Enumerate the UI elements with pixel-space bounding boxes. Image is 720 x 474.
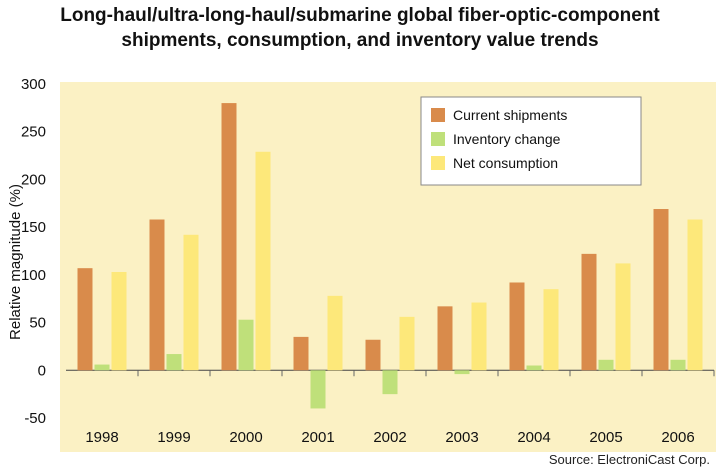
bar-current-shipments-2006 [653, 209, 669, 371]
bar-net-consumption-2004 [543, 289, 559, 371]
title-line-1: Long-haul/ultra-long-haul/submarine glob… [60, 5, 660, 26]
y-tick-label: 300 [21, 76, 46, 93]
y-tick-label: 150 [21, 219, 46, 236]
y-tick-label: 0 [38, 362, 46, 379]
y-axis-ticks: 300 250 200 150 100 50 0 -50 [21, 76, 714, 427]
bar-current-shipments-2005 [581, 253, 597, 371]
x-tick-label: 2004 [517, 429, 550, 446]
source-note: Source: ElectroniCast Corp. [548, 452, 710, 467]
bar-current-shipments-2001 [293, 336, 309, 371]
bar-inventory-change-2002 [382, 370, 398, 395]
y-tick-label: 250 [21, 124, 46, 141]
y-tick-label: 200 [21, 171, 46, 188]
legend: Current shipments Inventory change Net con… [420, 96, 642, 186]
x-tick-label: 1998 [85, 429, 118, 446]
legend-label-net-consumption: Net consumption [453, 155, 558, 171]
x-tick-label: 2002 [373, 429, 406, 446]
legend-swatch-current-shipments [431, 108, 445, 122]
bar-inventory-change-2005 [598, 359, 614, 371]
bar-net-consumption-2006 [687, 219, 703, 371]
title-line-2: shipments, consumption, and inventory va… [121, 30, 599, 51]
x-tick-label: 2005 [589, 429, 622, 446]
x-tick-label: 2001 [301, 429, 334, 446]
bar-current-shipments-2000 [221, 103, 237, 371]
x-tick-label: 2000 [229, 429, 262, 446]
bar-net-consumption-1998 [111, 271, 127, 371]
bar-inventory-change-2006 [670, 359, 686, 371]
x-tick-label: 1999 [157, 429, 190, 446]
bar-net-consumption-2005 [615, 263, 631, 371]
y-axis-label: Relative magnitude (%) [7, 184, 24, 340]
y-tick-label: 100 [21, 267, 46, 284]
bar-net-consumption-2000 [255, 151, 271, 371]
bar-current-shipments-2003 [437, 306, 453, 371]
bar-inventory-change-2000 [238, 319, 254, 371]
bar-inventory-change-2003 [454, 370, 470, 375]
x-axis-ticks: 1998 1999 2000 2001 2002 2003 2004 2005 2006 [85, 429, 694, 446]
y-tick-label: -50 [24, 410, 46, 427]
bar-current-shipments-2002 [365, 339, 381, 371]
legend-swatch-net-consumption [431, 156, 445, 170]
bar-inventory-change-2004 [526, 365, 542, 371]
bar-inventory-change-2001 [310, 370, 326, 409]
bar-inventory-change-1999 [166, 354, 182, 371]
legend-label-current-shipments: Current shipments [453, 107, 567, 123]
bar-net-consumption-2001 [327, 295, 343, 371]
x-tick-label: 2003 [445, 429, 478, 446]
bar-current-shipments-2004 [509, 282, 525, 371]
bar-current-shipments-1998 [77, 268, 93, 371]
bar-net-consumption-2003 [471, 302, 487, 371]
bar-current-shipments-1999 [149, 219, 165, 371]
y-tick-label: 50 [29, 315, 46, 332]
legend-label-inventory-change: Inventory change [453, 131, 561, 147]
bar-net-consumption-2002 [399, 316, 415, 371]
bar-net-consumption-1999 [183, 234, 199, 371]
y-axis-label-group: Relative magnitude (%) [7, 184, 24, 340]
x-tick-label: 2006 [661, 429, 694, 446]
legend-box [420, 96, 642, 186]
chart-title: Long-haul/ultra-long-haul/submarine glob… [0, 3, 720, 53]
bars [77, 103, 715, 409]
bar-inventory-change-1998 [94, 364, 110, 371]
legend-swatch-inventory-change [431, 132, 445, 146]
